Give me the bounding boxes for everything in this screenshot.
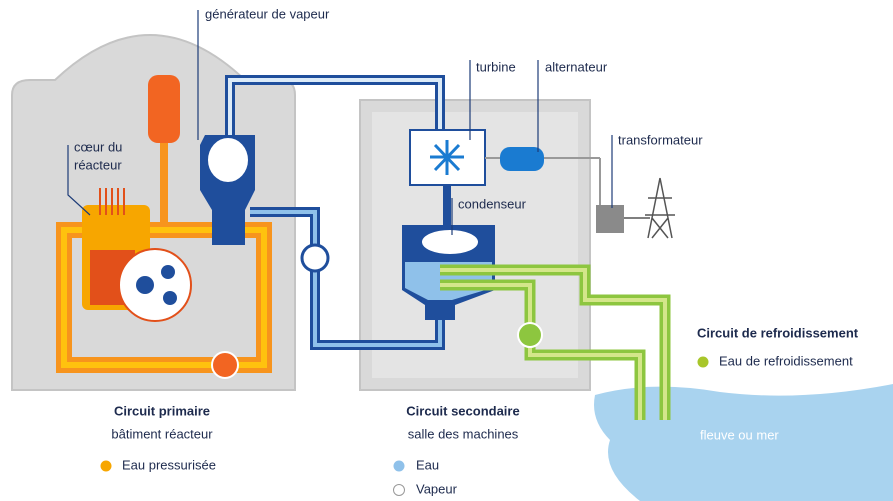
pipe [440, 268, 667, 420]
label: cœur du [74, 139, 122, 154]
legend-label: Eau [416, 457, 439, 472]
cooling-loop [440, 264, 671, 420]
secondary-pump [300, 243, 330, 273]
label: fleuve ou mer [700, 427, 779, 442]
pylon [624, 177, 675, 239]
control-rods [99, 188, 125, 215]
fission-circle [118, 248, 192, 322]
circuit-subtitle: bâtiment réacteur [111, 426, 213, 441]
legend-label: Eau de refroidissement [719, 353, 853, 368]
primary-loop [56, 222, 272, 373]
leader-line [67, 145, 91, 216]
pressurizer [148, 75, 180, 143]
pipe [250, 210, 442, 347]
transformer [596, 205, 624, 233]
label: alternateur [545, 59, 608, 74]
pipe [61, 227, 267, 368]
condenser-steam [422, 230, 478, 254]
steam [208, 138, 248, 182]
label: générateur de vapeur [205, 6, 330, 21]
legend-dot [697, 356, 709, 368]
pipe [228, 78, 442, 140]
legend-label: Vapeur [416, 481, 458, 496]
label: turbine [476, 59, 516, 74]
cooling-pump [517, 322, 543, 348]
alternator [500, 147, 544, 171]
secondary-loop [225, 75, 445, 350]
label: réacteur [74, 157, 122, 172]
circuit-title: Circuit secondaire [406, 403, 519, 418]
pipe [440, 283, 642, 420]
legend-dot [100, 460, 112, 472]
turbine-blades [430, 140, 464, 175]
legend-dot [393, 460, 405, 472]
circuit-title: Circuit primaire [114, 403, 210, 418]
circuit-subtitle: salle des machines [408, 426, 519, 441]
label: transformateur [618, 132, 703, 147]
molecules [136, 265, 177, 305]
circuit-title: Circuit de refroidissement [697, 325, 859, 340]
label: condenseur [458, 196, 527, 211]
legend-dot [393, 484, 405, 496]
legend-label: Eau pressurisée [122, 457, 216, 472]
primary-pump [211, 351, 239, 379]
